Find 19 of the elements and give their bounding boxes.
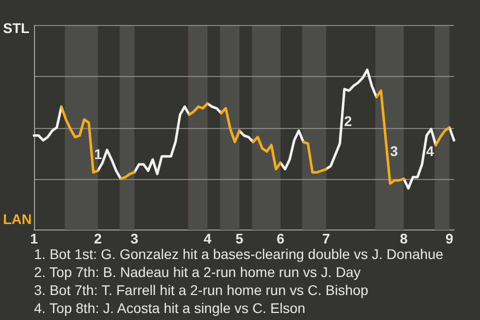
text: 4. Top 8th: J. Acosta hit a single vs C. Elson [34,299,306,317]
annotation: 4 [426,142,434,159]
text: 1. Bot 1st: G. Gonzalez hit a bases-clearing double vs J. Donahue [34,245,444,263]
x-tick-label: 4 [204,230,212,246]
text: LAN [3,210,32,227]
text: 3. Bot 7th: T. Farrell hit a 2-run home run vs C. Bishop [34,281,370,299]
text: STL [3,20,30,36]
x-tick-label: 1 [30,230,38,246]
annotation: 1 [94,146,102,162]
text: 2. Top 7th: B. Nadeau hit a 2-run home run vs J. Day [34,263,362,281]
x-tick-label: 6 [276,230,285,246]
x-tick-label: 3 [130,230,139,246]
x-tick-label: 8 [400,230,408,246]
x-tick-label: 7 [322,230,330,246]
annotation: 2 [344,112,352,129]
x-tick-label: 2 [94,230,102,246]
annotation: 3 [390,142,398,159]
x-tick-label: 5 [236,230,244,246]
x-tick-label: 9 [446,230,454,246]
